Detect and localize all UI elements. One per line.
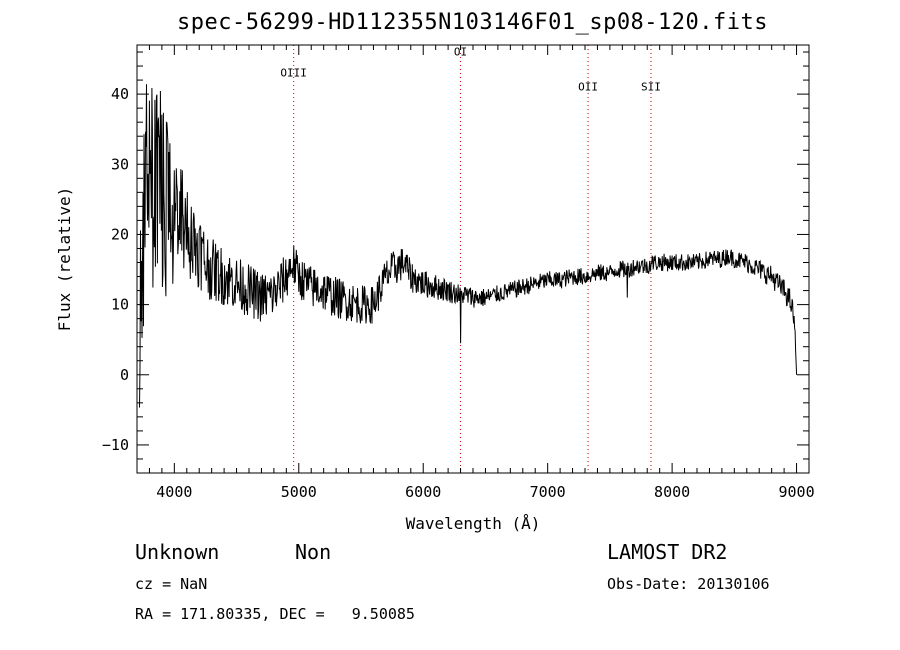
spectrum-line (139, 84, 798, 408)
x-tick-label: 4000 (156, 483, 192, 501)
chart-title: spec-56299-HD112355N103146F01_sp08-120.f… (176, 10, 769, 35)
obs-date-label: Obs-Date: 20130106 (607, 575, 770, 593)
y-tick-label: 10 (111, 296, 129, 314)
x-tick-label: 9000 (778, 483, 814, 501)
class-label: Unknown (135, 540, 220, 564)
line-label-oiii: OIII (280, 67, 307, 80)
line-label-oii: OII (578, 81, 598, 94)
x-tick-label: 5000 (281, 483, 317, 501)
emission-line-labels: OIII OI OII SII (280, 46, 660, 94)
spectrum-series (139, 84, 798, 408)
survey-label: LAMOST DR2 (607, 540, 728, 564)
x-tick-label: 8000 (654, 483, 690, 501)
y-tick-labels: −10 0 10 20 30 40 (102, 85, 129, 454)
redshift-label: cz = NaN (135, 575, 208, 593)
x-tick-label: 6000 (405, 483, 441, 501)
emission-line-markers (293, 45, 652, 473)
y-tick-label: 30 (111, 155, 129, 173)
x-axis-label: Wavelength (Å) (406, 514, 541, 533)
y-tick-label: −10 (102, 436, 129, 454)
y-tick-label: 20 (111, 225, 129, 243)
x-tick-label: 7000 (530, 483, 566, 501)
x-tick-labels: 4000 5000 6000 7000 8000 9000 (156, 483, 814, 501)
coordinates-label: RA = 171.80335, DEC = 9.50085 (135, 605, 415, 623)
line-label-oi: OI (454, 46, 467, 59)
y-tick-label: 40 (111, 85, 129, 103)
subclass-label: Non (295, 540, 332, 564)
y-axis-label: Flux (relative) (55, 187, 74, 332)
axis-ticks (136, 45, 810, 474)
line-label-sii: SII (641, 81, 661, 94)
y-tick-label: 0 (120, 366, 129, 384)
